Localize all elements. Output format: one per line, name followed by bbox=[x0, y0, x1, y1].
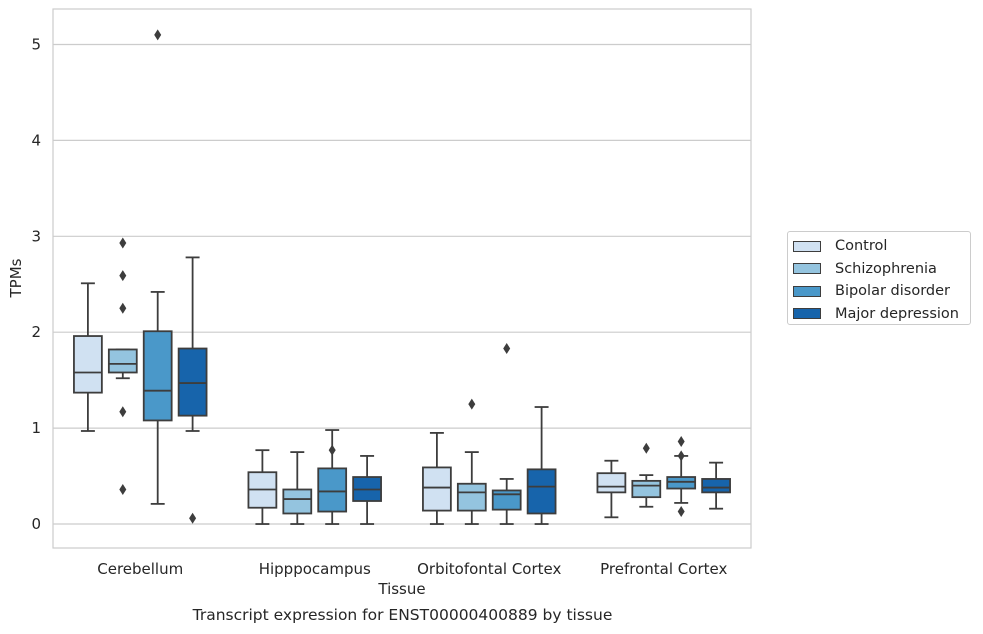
box-major-depression-0 bbox=[177, 256, 208, 524]
box-body bbox=[422, 466, 452, 512]
legend-swatch bbox=[793, 263, 821, 274]
legend-label: Control bbox=[835, 238, 888, 254]
box-schizophrenia-0 bbox=[107, 237, 138, 495]
box-control-3 bbox=[596, 459, 627, 519]
legend-swatch bbox=[793, 285, 821, 297]
box-major-depression-2 bbox=[526, 406, 557, 525]
x-tick-label: Orbitofontal Cortex bbox=[417, 560, 561, 578]
legend-item: Schizophrenia bbox=[793, 258, 937, 280]
y-tick-label: 4 bbox=[31, 131, 41, 149]
box-body bbox=[596, 472, 627, 494]
outlier-point bbox=[119, 302, 127, 314]
box-bipolar-disorder-1 bbox=[317, 429, 348, 525]
legend-item: Control bbox=[793, 235, 887, 257]
box-body bbox=[177, 347, 208, 417]
outlier-point bbox=[119, 237, 127, 249]
box-body bbox=[491, 489, 522, 511]
box-body bbox=[142, 330, 173, 422]
box-body bbox=[526, 468, 557, 515]
box-control-2 bbox=[422, 432, 452, 525]
x-tick-label: Hipppocampus bbox=[259, 560, 371, 578]
outlier-point bbox=[468, 398, 476, 410]
legend-swatch bbox=[793, 308, 821, 319]
outlier-point bbox=[119, 270, 127, 282]
plot-frame bbox=[52, 8, 752, 549]
box-body bbox=[317, 467, 348, 513]
box-major-depression-3 bbox=[701, 461, 731, 510]
box-schizophrenia-2 bbox=[456, 398, 487, 525]
outlier-point bbox=[677, 450, 685, 462]
box-body bbox=[107, 348, 138, 374]
box-bipolar-disorder-0 bbox=[142, 29, 173, 505]
outlier-point bbox=[642, 442, 650, 454]
outlier-point bbox=[677, 506, 685, 518]
y-tick-label: 3 bbox=[31, 227, 41, 245]
y-tick-label: 1 bbox=[31, 419, 41, 437]
legend: Control Schizophrenia Bipolar disorder Majo… bbox=[787, 231, 971, 325]
box-body bbox=[701, 478, 731, 494]
x-tick-label: Prefrontal Cortex bbox=[600, 560, 727, 578]
box-plots bbox=[73, 29, 731, 525]
box-schizophrenia-3 bbox=[631, 442, 662, 508]
outlier-point bbox=[677, 436, 685, 448]
box-schizophrenia-1 bbox=[282, 451, 313, 525]
box-body bbox=[666, 476, 697, 490]
outlier-point bbox=[119, 406, 127, 418]
box-bipolar-disorder-2 bbox=[491, 343, 522, 525]
chart-caption: Transcript expression for ENST0000040088… bbox=[192, 606, 613, 624]
box-body bbox=[282, 488, 313, 515]
y-tick-label: 0 bbox=[31, 515, 41, 533]
outlier-point bbox=[328, 444, 336, 456]
outlier-point bbox=[503, 343, 511, 355]
box-control-0 bbox=[73, 282, 103, 432]
legend-label: Major depression bbox=[835, 305, 959, 322]
legend-label: Schizophrenia bbox=[835, 260, 937, 277]
x-tick-label: Cerebellum bbox=[97, 560, 183, 578]
box-body bbox=[631, 479, 662, 499]
outlier-point bbox=[154, 29, 162, 41]
x-axis-label: Tissue bbox=[378, 580, 426, 598]
y-tick-label: 2 bbox=[31, 323, 41, 341]
box-body bbox=[73, 335, 103, 394]
box-bipolar-disorder-3 bbox=[666, 436, 697, 518]
outlier-point bbox=[189, 512, 197, 524]
legend-swatch bbox=[793, 240, 821, 252]
box-body bbox=[456, 482, 487, 512]
legend-item: Major depression bbox=[793, 303, 959, 325]
box-major-depression-1 bbox=[352, 455, 382, 525]
y-axis-ticks: 0 1 2 3 4 5 bbox=[31, 35, 41, 533]
outlier-point bbox=[119, 483, 127, 495]
y-tick-label: 5 bbox=[31, 35, 41, 53]
y-axis-label: TPMs bbox=[7, 258, 25, 298]
legend-item: Bipolar disorder bbox=[793, 280, 950, 302]
x-axis-ticks: Cerebellum Hipppocampus Orbitofontal Corte… bbox=[97, 560, 727, 578]
box-control-1 bbox=[247, 449, 278, 525]
legend-label: Bipolar disorder bbox=[835, 283, 950, 299]
